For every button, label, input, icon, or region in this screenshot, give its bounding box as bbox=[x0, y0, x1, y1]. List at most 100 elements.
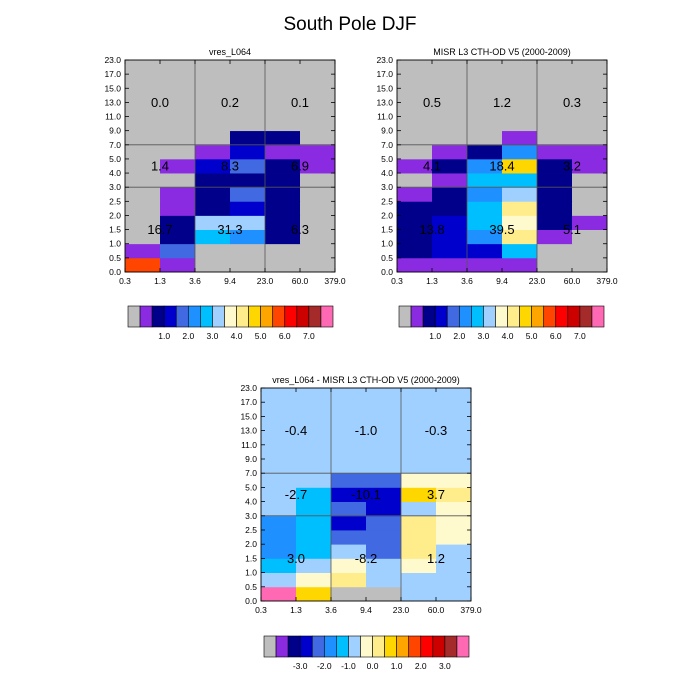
heatmap-cell bbox=[300, 144, 336, 160]
heatmap-cell bbox=[160, 102, 196, 117]
heatmap-cell bbox=[300, 102, 336, 117]
heatmap-cell bbox=[537, 173, 573, 188]
heatmap-cell bbox=[300, 215, 336, 230]
x-tick-label: 23.0 bbox=[257, 276, 274, 286]
y-tick-label: 23.0 bbox=[376, 55, 393, 65]
heatmap-cell bbox=[401, 501, 437, 517]
heatmap-cell bbox=[296, 402, 332, 417]
heatmap-cell bbox=[397, 187, 433, 202]
heatmap-cell bbox=[331, 402, 367, 417]
heatmap-cell bbox=[230, 187, 266, 202]
heatmap-cell bbox=[436, 558, 472, 573]
colorbar-swatch bbox=[187, 305, 201, 328]
x-tick-label: 0.3 bbox=[391, 276, 403, 286]
heatmap-cell bbox=[230, 229, 266, 245]
heatmap-cell bbox=[467, 187, 503, 202]
heatmap-cell bbox=[261, 388, 297, 403]
heatmap-cell bbox=[195, 102, 231, 117]
heatmap-cell bbox=[261, 586, 297, 602]
heatmap-cell bbox=[436, 586, 472, 602]
colorbar-swatch bbox=[139, 305, 153, 328]
y-tick-label: 1.0 bbox=[245, 568, 257, 578]
heatmap-cell bbox=[265, 229, 301, 245]
heatmap-cell bbox=[502, 257, 538, 273]
heatmap-cell bbox=[537, 130, 573, 146]
heatmap-cell bbox=[397, 116, 433, 132]
heatmap-cell bbox=[296, 444, 332, 460]
heatmap-cell bbox=[230, 144, 266, 160]
heatmap-cell bbox=[125, 257, 161, 273]
colorbar-label: 3.0 bbox=[477, 331, 489, 341]
heatmap-cell bbox=[467, 74, 503, 89]
colorbar-swatch bbox=[398, 305, 412, 328]
heatmap-cell bbox=[572, 60, 608, 75]
colorbar-swatch bbox=[531, 305, 545, 328]
heatmap-cell bbox=[300, 158, 336, 174]
heatmap-cell bbox=[366, 402, 402, 417]
heatmap-cell bbox=[125, 229, 161, 245]
y-tick-label: 2.0 bbox=[381, 210, 393, 220]
heatmap-cell bbox=[261, 430, 297, 446]
y-tick-label: 17.0 bbox=[104, 69, 121, 79]
x-tick-label: 379.0 bbox=[460, 605, 482, 615]
heatmap-cell bbox=[300, 88, 336, 103]
y-tick-label: 23.0 bbox=[104, 55, 121, 65]
heatmap-cell bbox=[432, 88, 468, 103]
region-value-label: 6.9 bbox=[291, 159, 309, 174]
heatmap-cell bbox=[265, 187, 301, 202]
region-value-label: 5.1 bbox=[563, 222, 581, 237]
region-value-label: 1.2 bbox=[493, 95, 511, 110]
heatmap-cell bbox=[572, 158, 608, 174]
colorbar-label: 5.0 bbox=[526, 331, 538, 341]
heatmap-cell bbox=[331, 473, 367, 488]
heatmap-cell bbox=[572, 74, 608, 89]
heatmap-cell bbox=[160, 130, 196, 146]
heatmap-cell bbox=[537, 116, 573, 132]
heatmap-cell bbox=[265, 102, 301, 117]
heatmap-cell bbox=[397, 130, 433, 146]
x-tick-label: 1.3 bbox=[426, 276, 438, 286]
panel-title: MISR L3 CTH-OD V5 (2000-2009) bbox=[433, 47, 571, 57]
heatmap-cell bbox=[366, 487, 402, 502]
heatmap-cell bbox=[436, 487, 472, 502]
heatmap-cell bbox=[467, 60, 503, 75]
heatmap-cell bbox=[436, 501, 472, 517]
heatmap-cell bbox=[230, 201, 266, 216]
heatmap-cell bbox=[300, 187, 336, 202]
x-axis: 0.3 1.3 3.6 9.4 23.0 60.0 379.0 bbox=[391, 60, 618, 286]
colorbar-swatch bbox=[296, 305, 310, 328]
heatmap-cells bbox=[261, 388, 472, 602]
colorbar-swatch bbox=[127, 305, 141, 328]
colorbar-swatch bbox=[458, 305, 472, 328]
y-axis: 0.0 0.5 1.0 1.5 2.0 2.5 3.0 4.0 5.0 7.0 9.0 11.0 13.… bbox=[240, 383, 471, 606]
heatmap-cell bbox=[296, 473, 332, 488]
heatmap-cell bbox=[401, 487, 437, 502]
x-axis: 0.3 1.3 3.6 9.4 23.0 60.0 379.0 bbox=[255, 388, 482, 615]
colorbar-swatch bbox=[287, 635, 301, 658]
colorbar-swatch bbox=[432, 635, 446, 658]
colorbar-swatch bbox=[348, 635, 361, 658]
colorbar-label: -3.0 bbox=[293, 661, 308, 671]
x-tick-label: 0.3 bbox=[255, 605, 267, 615]
y-tick-label: 1.5 bbox=[381, 225, 393, 235]
y-tick-label: 3.0 bbox=[381, 182, 393, 192]
heatmap-cell bbox=[300, 60, 336, 75]
colorbar-label: -2.0 bbox=[317, 661, 332, 671]
figure-title: South Pole DJF bbox=[283, 14, 416, 35]
heatmap-cell bbox=[502, 158, 538, 174]
colorbar-label: 1.0 bbox=[158, 331, 170, 341]
heatmap-cell bbox=[397, 60, 433, 75]
heatmap-cell bbox=[572, 201, 608, 216]
heatmap-cell bbox=[366, 501, 402, 517]
heatmap-cell bbox=[432, 215, 468, 230]
region-value-label: 3.2 bbox=[563, 159, 581, 174]
heatmap-cell bbox=[467, 102, 503, 117]
colorbar: 1.0 2.0 3.0 4.0 5.0 6.0 7.0 bbox=[398, 305, 605, 341]
heatmap-cell bbox=[432, 201, 468, 216]
region-value-label: 0.3 bbox=[563, 95, 581, 110]
heatmap-cell bbox=[296, 430, 332, 446]
heatmap-cell bbox=[537, 158, 573, 174]
heatmap-cell bbox=[331, 515, 367, 531]
heatmap-cell bbox=[397, 173, 433, 188]
y-axis: 0.0 0.5 1.0 1.5 2.0 2.5 3.0 4.0 5.0 7.0 9.0 11.0 13.… bbox=[104, 55, 335, 277]
